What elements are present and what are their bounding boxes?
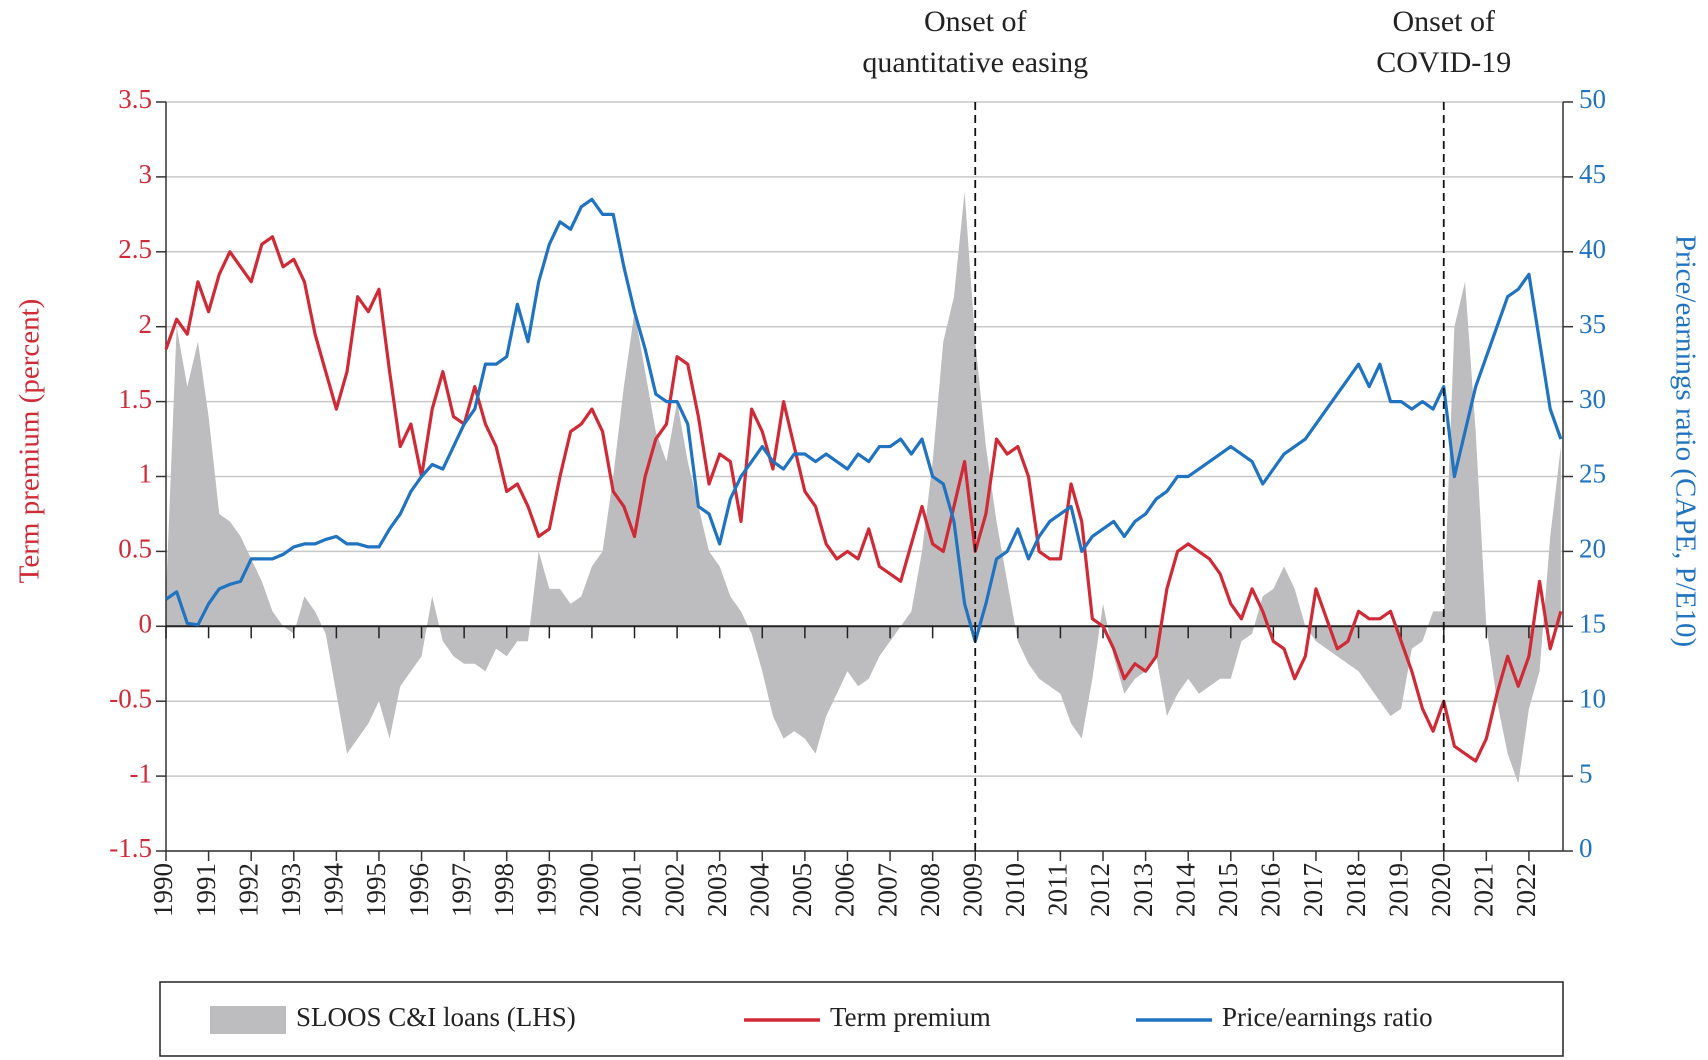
y-tick-label: 3.5 — [118, 84, 152, 114]
x-tick-label: 2006 — [830, 863, 860, 917]
y2-tick-label: 0 — [1579, 833, 1593, 863]
x-tick-label: 2009 — [957, 863, 987, 917]
y-tick-label: 3 — [139, 159, 153, 189]
x-tick-label: 2017 — [1298, 863, 1328, 917]
y2-tick-label: 15 — [1579, 609, 1606, 639]
legend-box — [159, 981, 1564, 1057]
x-tick-label: 1991 — [191, 863, 221, 917]
annotation-text: quantitative easing — [862, 46, 1088, 79]
x-tick-label: 1994 — [319, 863, 349, 918]
y-tick-label: 2.5 — [118, 234, 152, 264]
y2-tick-label: 25 — [1579, 459, 1606, 489]
x-tick-label: 2010 — [1000, 863, 1030, 917]
annotation-text: Onset of — [1393, 5, 1495, 38]
legend-label: Price/earnings ratio — [1222, 1002, 1433, 1032]
right-axis-title: Price/earnings ratio (CAPE, P/E10) — [1669, 235, 1701, 647]
x-tick-label: 2001 — [617, 863, 647, 917]
x-tick-label: 2004 — [744, 863, 774, 918]
x-tick-label: 2019 — [1383, 863, 1413, 917]
annotation-text: Onset of — [924, 5, 1026, 38]
x-tick-label: 1999 — [532, 863, 562, 917]
y2-tick-label: 30 — [1579, 384, 1606, 414]
y2-tick-label: 40 — [1579, 234, 1606, 264]
y2-tick-label: 35 — [1579, 309, 1606, 339]
x-tick-label: 2021 — [1469, 863, 1499, 917]
x-tick-label: 1995 — [361, 863, 391, 917]
x-tick-label: 2013 — [1128, 863, 1158, 917]
y-tick-label: -1.5 — [109, 833, 152, 863]
area — [166, 191, 1561, 784]
x-tick-label: 2002 — [659, 863, 689, 917]
y2-tick-label: 10 — [1579, 683, 1606, 713]
y-tick-label: 2 — [139, 309, 153, 339]
x-tick-label: 1996 — [404, 863, 434, 917]
x-tick-label: 2005 — [787, 863, 817, 917]
annotation-text: COVID-19 — [1376, 46, 1511, 79]
x-tick-label: 1993 — [276, 863, 306, 917]
legend-label: Term premium — [830, 1002, 991, 1032]
x-tick-label: 2012 — [1085, 863, 1115, 917]
x-tick-label: 2014 — [1170, 863, 1200, 918]
y-tick-label: -0.5 — [109, 683, 152, 713]
x-tick-label: 2008 — [915, 863, 945, 917]
legend-label: SLOOS C&I loans (LHS) — [296, 1002, 576, 1032]
x-tick-label: 2003 — [702, 863, 732, 917]
x-tick-label: 1990 — [148, 863, 178, 917]
x-tick-label: 1998 — [489, 863, 519, 917]
x-tick-label: 2022 — [1511, 863, 1541, 917]
y2-tick-label: 5 — [1579, 758, 1593, 788]
line — [165, 197, 1563, 643]
y2-tick-label: 45 — [1579, 159, 1606, 189]
x-tick-label: 2000 — [574, 863, 604, 917]
x-tick-label: 1992 — [233, 863, 263, 917]
x-tick-label: 2015 — [1213, 863, 1243, 917]
y-tick-label: 0.5 — [118, 534, 152, 564]
y-tick-label: -1 — [130, 758, 153, 788]
line — [164, 235, 1563, 763]
x-tick-label: 2011 — [1043, 863, 1073, 916]
y-tick-label: 1 — [139, 459, 153, 489]
x-tick-label: 1997 — [446, 863, 476, 917]
x-tick-label: 2018 — [1341, 863, 1371, 917]
x-tick-label: 2020 — [1426, 863, 1456, 917]
y2-tick-label: 50 — [1579, 84, 1606, 114]
x-tick-label: 2016 — [1256, 863, 1286, 917]
left-axis-title: Term premium (percent) — [14, 299, 46, 584]
y-tick-label: 0 — [139, 609, 153, 639]
x-tick-label: 2007 — [872, 863, 902, 917]
legend-swatch — [210, 1006, 286, 1034]
y2-tick-label: 20 — [1579, 534, 1606, 564]
y-tick-label: 1.5 — [118, 384, 152, 414]
